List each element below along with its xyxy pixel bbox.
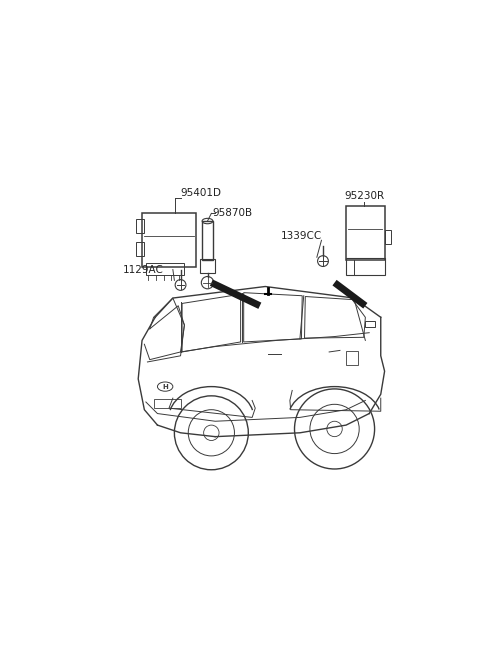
Bar bbox=[136, 219, 144, 233]
Text: 95401D: 95401D bbox=[180, 187, 222, 198]
Bar bbox=[346, 351, 358, 365]
Bar bbox=[146, 263, 184, 275]
Text: 1339CC: 1339CC bbox=[281, 231, 322, 242]
Bar bbox=[154, 399, 180, 408]
Bar bbox=[142, 214, 196, 267]
Bar bbox=[136, 242, 144, 255]
Text: H: H bbox=[162, 384, 168, 390]
Text: 95230R: 95230R bbox=[345, 191, 384, 200]
Bar bbox=[384, 231, 391, 244]
Bar bbox=[200, 259, 215, 272]
Bar bbox=[202, 221, 213, 259]
Bar bbox=[346, 206, 384, 259]
Text: 95870B: 95870B bbox=[212, 208, 252, 218]
Bar bbox=[365, 321, 374, 328]
Bar bbox=[346, 258, 384, 275]
Text: 1129AC: 1129AC bbox=[123, 265, 164, 274]
